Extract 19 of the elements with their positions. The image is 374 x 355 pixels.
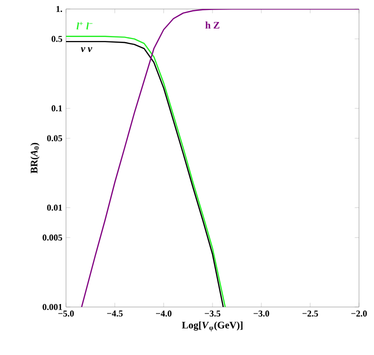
series-label: ν ν: [80, 47, 92, 52]
y-tick-label: 0.01: [47, 204, 62, 211]
series-label: h Z: [205, 22, 220, 28]
y-tick-label: 0.005: [42, 234, 62, 241]
line-series: [81, 9, 359, 308]
x-tick-label: −4.5: [107, 310, 123, 317]
x-tick-label: −5.0: [58, 310, 74, 317]
y-tick-label: 0.001: [42, 304, 62, 310]
y-tick-label: 1.: [56, 6, 62, 12]
y-tick-label: 0.1: [52, 105, 62, 112]
x-tick-label: −3.0: [254, 310, 270, 317]
x-tick-label: −4.0: [156, 310, 172, 317]
x-tick-label: −2.5: [302, 310, 318, 317]
x-tick-label: −2.0: [351, 310, 367, 317]
series-label: l$^{+}$ l$^{−}$: [76, 22, 92, 30]
x-axis-title: Log[V$_{φ}$(GeV)]: [182, 321, 242, 332]
y-tick-label: 0.05: [47, 135, 62, 142]
y-tick-label: 0.5: [52, 36, 62, 42]
x-tick-label: −3.5: [204, 310, 220, 317]
